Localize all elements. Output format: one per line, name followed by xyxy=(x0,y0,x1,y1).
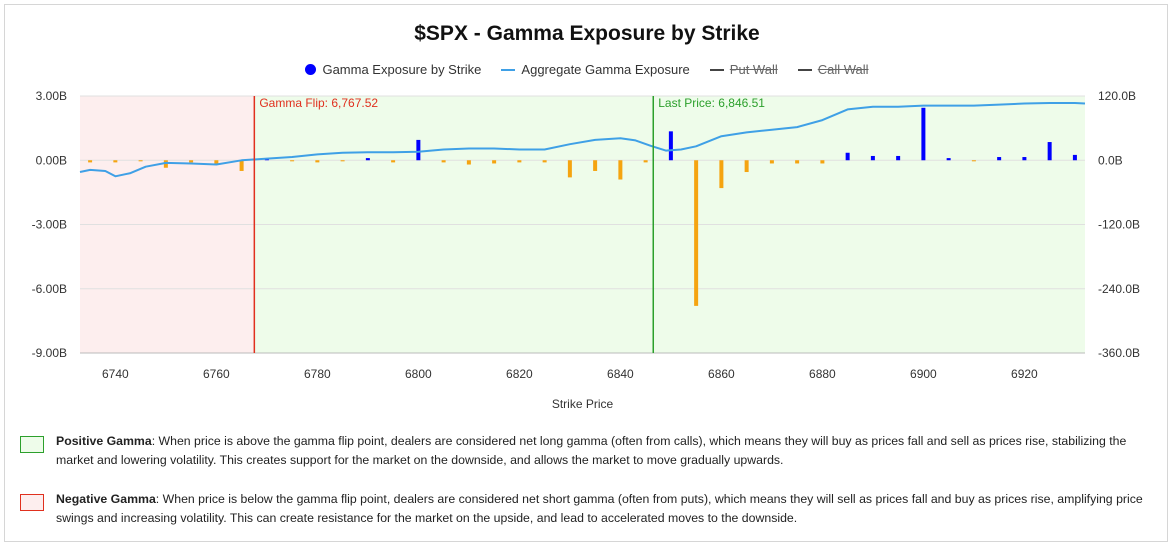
y-tick-label-right: 0.0B xyxy=(1098,153,1123,167)
gamma-bar xyxy=(820,160,825,164)
negative-title: Negative Gamma xyxy=(56,492,156,506)
gamma-bar xyxy=(643,160,648,163)
legend-dot-icon xyxy=(305,64,317,75)
legend-item-put-wall[interactable]: Put Wall xyxy=(709,62,778,77)
y-tick-label-right: 120.0B xyxy=(1098,89,1136,103)
negative-swatch xyxy=(20,494,44,511)
gamma-bar xyxy=(1047,142,1052,161)
x-tick-label: 6880 xyxy=(809,367,836,381)
gamma-flip-label: Gamma Flip: 6,767.52 xyxy=(259,96,378,110)
y-tick-label-left: 3.00B xyxy=(36,89,67,103)
gamma-chart: Gamma Flip: 6,767.52 Last Price: 6,846.51… xyxy=(32,89,1140,411)
gamma-bar xyxy=(971,160,976,162)
x-tick-label: 6900 xyxy=(910,367,937,381)
last-price-label: Last Price: 6,846.51 xyxy=(658,96,765,110)
y-tick-label-right: -120.0B xyxy=(1098,218,1140,232)
gamma-bar xyxy=(668,131,673,161)
negative-gamma-note: Negative Gamma: When price is below the … xyxy=(20,490,1150,528)
legend-label-call-wall: Call Wall xyxy=(817,62,869,77)
legend-item-gamma-by-strike[interactable]: Gamma Exposure by Strike xyxy=(305,62,481,77)
gamma-bar xyxy=(618,160,623,180)
gamma-bar xyxy=(769,160,774,164)
legend-line-icon xyxy=(797,68,812,71)
y-tick-label-left: -9.00B xyxy=(32,346,67,360)
gamma-bar xyxy=(189,160,194,163)
gamma-bar xyxy=(694,160,699,306)
gamma-bar xyxy=(997,157,1002,161)
gamma-bar xyxy=(845,152,850,161)
gamma-bar xyxy=(795,160,800,164)
y-tick-label-right: -240.0B xyxy=(1098,282,1140,296)
x-tick-label: 6860 xyxy=(708,367,735,381)
gamma-bar xyxy=(870,155,875,161)
negative-text: : When price is below the gamma flip poi… xyxy=(56,492,1143,525)
positive-gamma-note: Positive Gamma: When price is above the … xyxy=(20,432,1150,470)
gamma-bar xyxy=(88,160,93,163)
gamma-bar xyxy=(492,160,497,164)
x-tick-label: 6820 xyxy=(506,367,533,381)
positive-title: Positive Gamma xyxy=(56,434,152,448)
gamma-bar xyxy=(264,159,269,161)
legend-label-put-wall: Put Wall xyxy=(729,62,778,77)
x-tick-label: 6800 xyxy=(405,367,432,381)
aggregate-gamma-line xyxy=(79,102,1086,178)
gamma-bar xyxy=(391,160,396,163)
x-tick-label: 6740 xyxy=(102,367,129,381)
x-tick-label: 6840 xyxy=(607,367,634,381)
chart-title: $SPX - Gamma Exposure by Strike xyxy=(414,22,760,45)
gamma-bar xyxy=(163,160,168,168)
gamma-bar xyxy=(315,160,320,163)
gamma-bar xyxy=(946,158,951,161)
gamma-bar xyxy=(290,160,295,162)
gamma-bar xyxy=(896,155,901,161)
gamma-bar xyxy=(113,160,118,163)
x-tick-label: 6920 xyxy=(1011,367,1038,381)
y-tick-label-left: -6.00B xyxy=(32,282,67,296)
gamma-bar xyxy=(239,160,244,171)
positive-swatch xyxy=(20,436,44,453)
gamma-bar xyxy=(567,160,572,178)
x-tick-label: 6760 xyxy=(203,367,230,381)
x-axis-title: Strike Price xyxy=(552,397,614,411)
gamma-bar xyxy=(517,160,522,163)
gamma-bar xyxy=(416,139,421,161)
gamma-bar xyxy=(340,160,345,162)
y-tick-label-left: -3.00B xyxy=(32,218,67,232)
legend-label-line: Aggregate Gamma Exposure xyxy=(521,62,690,77)
gamma-bar xyxy=(542,160,547,163)
y-tick-label-left: 0.00B xyxy=(36,153,67,167)
positive-text: : When price is above the gamma flip poi… xyxy=(56,434,1127,467)
legend-line-icon xyxy=(709,68,724,71)
gamma-bar xyxy=(138,160,143,162)
gamma-bar xyxy=(365,158,370,161)
gamma-bar xyxy=(214,160,219,165)
gamma-bar xyxy=(466,160,471,165)
legend-item-aggregate-gamma[interactable]: Aggregate Gamma Exposure xyxy=(501,62,690,77)
gamma-bar xyxy=(921,107,926,161)
legend-label-bars: Gamma Exposure by Strike xyxy=(322,62,482,77)
chart-legend: Gamma Exposure by Strike Aggregate Gamma… xyxy=(0,62,1174,77)
x-tick-label: 6780 xyxy=(304,367,331,381)
legend-line-icon xyxy=(501,68,516,71)
y-tick-label-right: -360.0B xyxy=(1098,346,1140,360)
gamma-bar xyxy=(441,160,446,163)
gamma-bar xyxy=(744,160,749,173)
gamma-bar xyxy=(1072,154,1077,161)
gamma-bar xyxy=(593,160,598,171)
gamma-bar xyxy=(719,160,724,189)
gamma-bar xyxy=(1022,157,1027,161)
legend-item-call-wall[interactable]: Call Wall xyxy=(797,62,869,77)
